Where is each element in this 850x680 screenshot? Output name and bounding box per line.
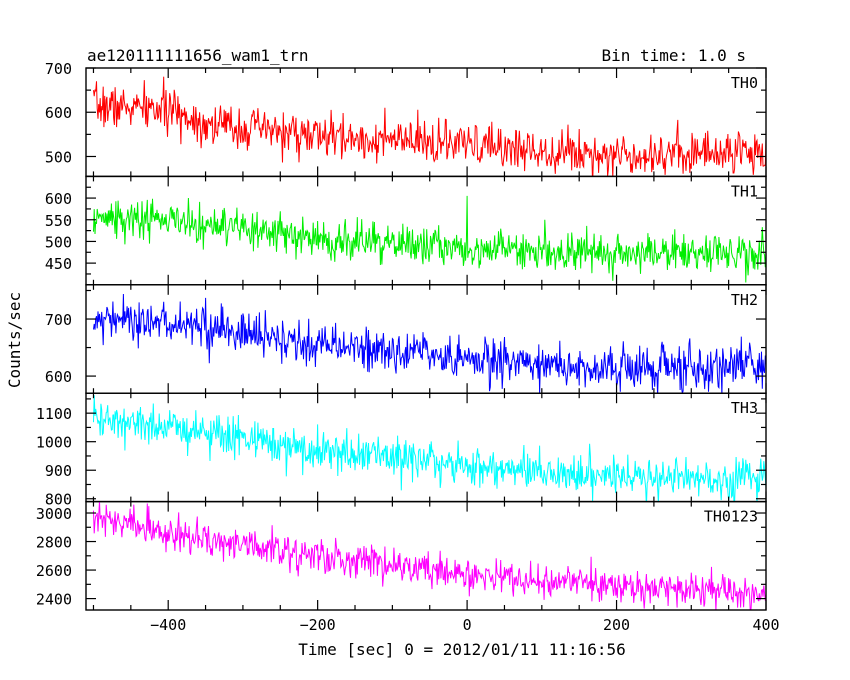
y-tick-label: 3000	[36, 505, 72, 523]
y-tick-label: 550	[45, 212, 72, 230]
x-tick-label: 200	[603, 616, 630, 634]
chart-title: ae120111111656_wam1_trn	[87, 46, 309, 65]
y-tick-label: 700	[45, 60, 72, 78]
panel-label-th2: TH2	[731, 291, 758, 309]
panel-label-th3: TH3	[731, 399, 758, 417]
series-line-th0	[93, 76, 766, 177]
panel-frame-th1	[85, 175, 767, 286]
y-tick-label: 600	[45, 104, 72, 122]
x-tick-label: −200	[300, 616, 336, 634]
y-tick-label: 2400	[36, 591, 72, 609]
y-tick-label: 1000	[36, 434, 72, 452]
y-tick-label: 600	[45, 190, 72, 208]
chart-subtitle: Bin time: 1.0 s	[602, 46, 747, 65]
series-line-th3	[93, 395, 766, 502]
y-tick-label: 2600	[36, 562, 72, 580]
y-tick-label: 900	[45, 462, 72, 480]
y-tick-label: 500	[45, 148, 72, 166]
y-tick-label: 600	[45, 368, 72, 386]
panel-label-th0123: TH0123	[704, 508, 758, 526]
y-tick-label: 450	[45, 255, 72, 273]
x-axis-label: Time [sec] 0 = 2012/01/11 11:16:56	[298, 640, 626, 659]
y-tick-label: 800	[45, 491, 72, 509]
panel-frame-th0123	[85, 500, 767, 611]
y-tick-label: 500	[45, 233, 72, 251]
panel-frame-th2	[85, 284, 767, 394]
panels-group: TH0 500 600 700 TH1 450 500 550 600 TH2 600 700 TH3 8…	[36, 60, 780, 634]
series-line-th0123	[93, 501, 766, 611]
y-axis-label: Counts/sec	[5, 292, 24, 388]
series-line-th1	[93, 195, 766, 283]
x-tick-label: 0	[463, 616, 472, 634]
panel-label-th0: TH0	[731, 74, 758, 92]
x-tick-label: −400	[150, 616, 186, 634]
panel-label-th1: TH1	[731, 182, 758, 200]
y-tick-label: 700	[45, 311, 72, 329]
series-line-th2	[93, 293, 766, 394]
y-tick-label: 2800	[36, 534, 72, 552]
y-tick-label: 1100	[36, 405, 72, 423]
x-tick-label: 400	[752, 616, 779, 634]
